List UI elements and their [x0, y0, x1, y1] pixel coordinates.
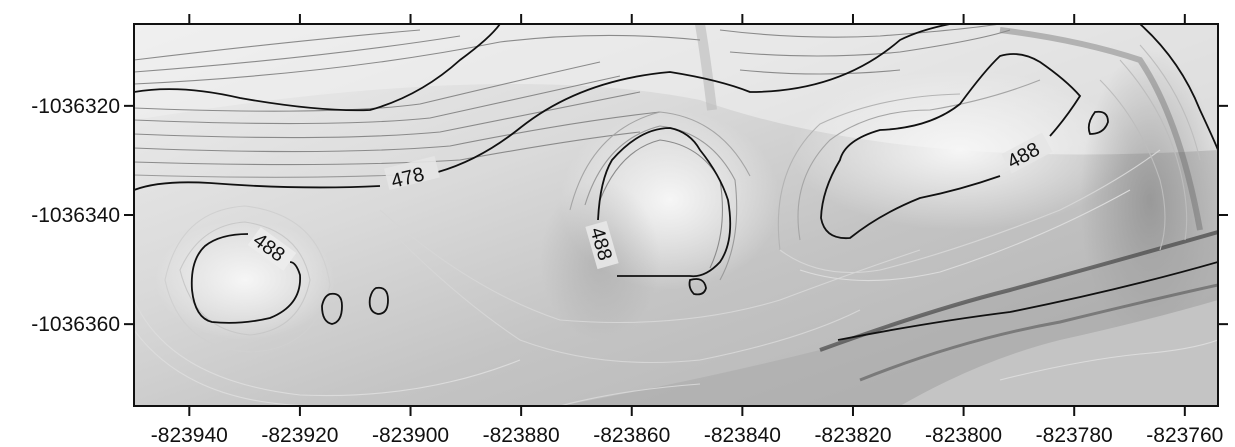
index-contours — [134, 24, 1218, 341]
contour-labels: 478 488 488 488 — [247, 132, 1053, 271]
contour-488-center-knob — [688, 278, 707, 296]
minor-contours — [134, 24, 1218, 406]
contour-488-right-knob — [1087, 110, 1109, 135]
y-tick-label: -1036340 — [31, 204, 120, 227]
x-tick-label: -823820 — [814, 424, 891, 447]
x-tick-label: -823900 — [372, 424, 449, 447]
contour-upper-right — [1139, 24, 1218, 151]
contour-478-lower-right — [437, 24, 951, 173]
x-tick-label: -823880 — [483, 424, 560, 447]
contour-small-loop-1 — [321, 292, 343, 325]
relief-surface — [134, 24, 1218, 406]
y-tick-label: -1036360 — [31, 313, 120, 336]
contour-478-lower — [134, 181, 381, 191]
contour-488-left — [190, 233, 301, 324]
contour-488-center — [597, 127, 732, 278]
x-axis: -823940 -823920 -823900 -823880 -823860 -8238… — [151, 14, 1223, 447]
contour-small-loop-2 — [368, 286, 389, 315]
y-axis: -1036320 -1036340 -1036360 — [31, 95, 1228, 336]
contour-478-upper — [134, 24, 501, 112]
x-tick-label: -823760 — [1146, 424, 1223, 447]
x-tick-label: -823940 — [151, 424, 228, 447]
x-tick-label: -823920 — [261, 424, 338, 447]
y-tick-label: -1036320 — [31, 95, 120, 118]
x-tick-label: -823800 — [925, 424, 1002, 447]
x-tick-label: -823780 — [1036, 424, 1113, 447]
x-tick-label: -823840 — [704, 424, 781, 447]
contour-scarp — [837, 261, 1218, 341]
x-tick-label: -823860 — [593, 424, 670, 447]
contour-488-right — [820, 53, 1082, 240]
